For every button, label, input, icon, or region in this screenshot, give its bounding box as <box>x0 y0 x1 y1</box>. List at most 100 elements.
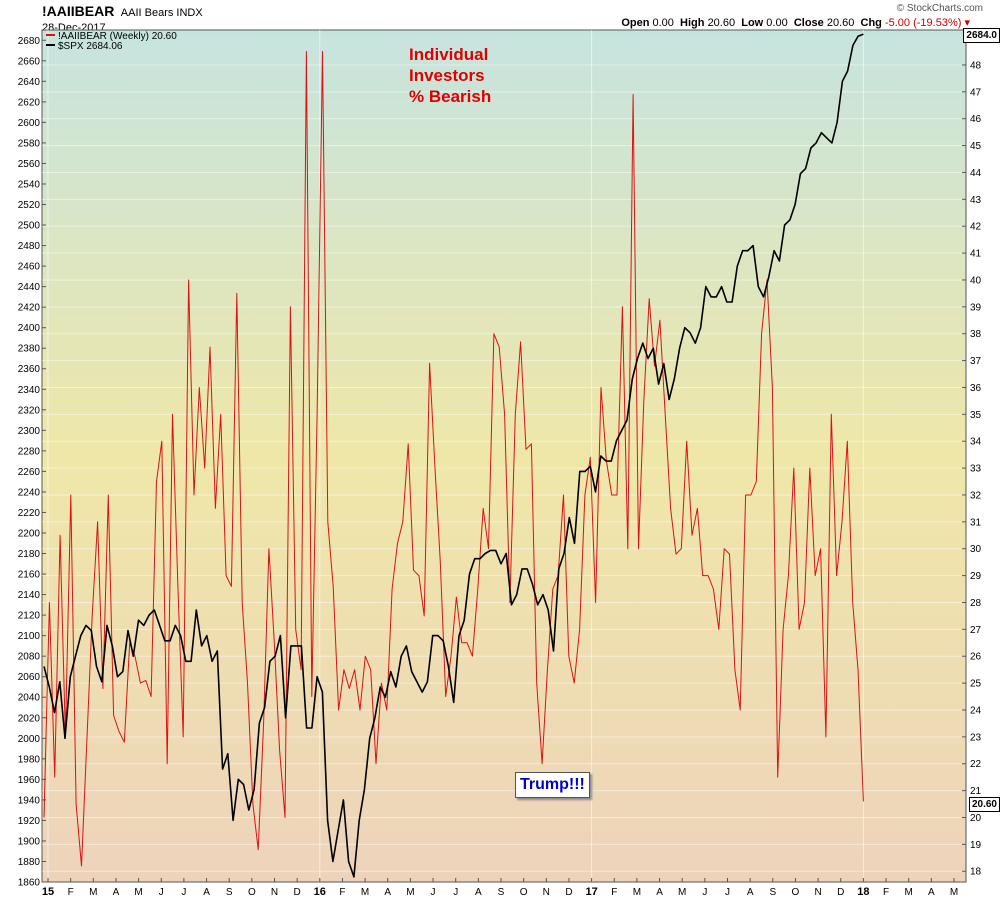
x-axis-month-label: F <box>339 887 345 898</box>
left-axis-tick-label: 1980 <box>18 754 41 765</box>
right-axis-tick-label: 48 <box>970 60 982 71</box>
legend-label-spx: $SPX 2684.06 <box>58 41 123 52</box>
legend-label-bear: !AAIIBEAR (Weekly) 20.60 <box>58 31 177 42</box>
left-axis-tick-label: 2560 <box>18 159 41 170</box>
x-axis-month-label: M <box>361 887 369 898</box>
chg-value: -5.00 (-19.53%) <box>884 17 962 29</box>
x-axis-month-label: A <box>928 887 935 898</box>
left-axis-tick-label: 1900 <box>18 836 41 847</box>
right-axis-tick-label: 26 <box>970 652 982 663</box>
x-axis-month-label: A <box>747 887 754 898</box>
right-axis-tick-label: 23 <box>970 732 982 743</box>
left-axis-tick-label: 2300 <box>18 426 41 437</box>
low-label: Low <box>741 17 764 29</box>
ticker-symbol: !AAIIBEAR <box>42 3 115 19</box>
left-axis-tick-label: 2420 <box>18 303 41 314</box>
x-axis-month-label: 17 <box>585 886 597 898</box>
left-axis-tick-label: 2360 <box>18 364 41 375</box>
x-axis-month-label: D <box>837 887 844 898</box>
right-axis-tick-label: 46 <box>970 114 982 125</box>
left-axis-tick-label: 2440 <box>18 282 41 293</box>
x-axis-month-label: 16 <box>314 886 326 898</box>
x-axis-month-label: A <box>656 887 663 898</box>
right-axis-tick-label: 44 <box>970 168 982 179</box>
right-axis-tick-label: 36 <box>970 383 982 394</box>
left-axis-tick-label: 2340 <box>18 385 41 396</box>
x-axis-month-label: M <box>406 887 414 898</box>
left-axis-tick-label: 2120 <box>18 611 41 622</box>
left-axis-tick-label: 2680 <box>18 36 41 47</box>
right-axis-tick-label: 18 <box>970 867 982 878</box>
left-axis-tick-label: 2020 <box>18 713 41 724</box>
right-axis-tick-label: 31 <box>970 517 982 528</box>
right-axis-tick-label: 35 <box>970 410 982 421</box>
right-axis-tick-label: 41 <box>970 249 982 260</box>
left-axis-tick-label: 2260 <box>18 467 41 478</box>
x-axis-month-label: D <box>565 887 572 898</box>
x-axis-month-label: 15 <box>42 886 54 898</box>
left-axis-tick-label: 2580 <box>18 138 41 149</box>
price-stats: Open 0.00 High 20.60 Low 0.00 Close 20.6… <box>621 16 970 29</box>
x-axis-month-label: A <box>113 887 120 898</box>
close-value: 20.60 <box>826 17 855 29</box>
left-axis-tick-label: 2200 <box>18 528 41 539</box>
x-axis-month-label: A <box>384 887 391 898</box>
right-axis-tick-label: 45 <box>970 141 982 152</box>
x-axis-month-label: M <box>678 887 686 898</box>
x-axis-month-label: N <box>543 887 550 898</box>
left-axis-tick-label: 2000 <box>18 734 41 745</box>
ticker-description: AAII Bears INDX <box>120 7 203 19</box>
series-line-spx <box>43 33 864 878</box>
x-axis-month-label: O <box>520 887 528 898</box>
x-axis-month-label: S <box>498 887 505 898</box>
x-axis-month-label: J <box>725 887 730 898</box>
left-axis-tick-label: 2400 <box>18 323 41 334</box>
left-axis-tick-label: 2480 <box>18 241 41 252</box>
series-line-aaii-bears <box>43 51 864 867</box>
right-axis-tick-label: 42 <box>970 222 982 233</box>
high-label: High <box>680 17 705 29</box>
left-axis-tick-label: 2060 <box>18 672 41 683</box>
left-axis-tick-label: 2280 <box>18 446 41 457</box>
legend: !AAIIBEAR (Weekly) 20.60 $SPX 2684.06 <box>46 31 177 52</box>
right-axis-tick-label: 37 <box>970 356 982 367</box>
left-axis-tick-label: 2540 <box>18 179 41 190</box>
left-axis-tick-label: 2140 <box>18 590 41 601</box>
trump-callout: Trump!!! <box>515 772 590 798</box>
right-axis-tick-label: 30 <box>970 544 982 555</box>
right-axis-tick-label: 32 <box>970 490 982 501</box>
x-axis-month-label: S <box>769 887 776 898</box>
right-axis-tick-label: 29 <box>970 571 982 582</box>
grid-layer <box>42 30 966 882</box>
x-axis-month-label: J <box>431 887 436 898</box>
chg-label: Chg <box>860 17 882 29</box>
left-axis-tick-label: 2620 <box>18 97 41 108</box>
right-axis: 18 19 20 21 22 23 24 25 26 27 28 29 30 31 32 33 34 35 36 37… <box>962 60 982 878</box>
left-axis-tick-label: 2040 <box>18 693 41 704</box>
left-axis-tick-label: 2080 <box>18 652 41 663</box>
right-axis-tick-label: 20 <box>970 813 982 824</box>
x-axis-month-label: M <box>950 887 958 898</box>
left-axis-tick-label: 1960 <box>18 775 41 786</box>
left-axis-tick-label: 2180 <box>18 549 41 560</box>
left-axis-tick-label: 2320 <box>18 405 41 416</box>
left-axis-tick-label: 2100 <box>18 631 41 642</box>
left-axis: 1860 1880 1900 1920 1940 1960 1980 2000 2020 2040… <box>18 36 46 889</box>
left-axis-tick-label: 2600 <box>18 118 41 129</box>
annotation-line-1: Individual <box>409 45 489 64</box>
right-axis-tick-label: 39 <box>970 302 982 313</box>
x-axis-month-label: D <box>294 887 301 898</box>
x-axis-month-label: M <box>905 887 913 898</box>
left-axis-tick-label: 2520 <box>18 200 41 211</box>
right-axis-tick-label: 21 <box>970 786 982 797</box>
left-axis-tick-label: 2240 <box>18 487 41 498</box>
x-axis-month-label: F <box>883 887 889 898</box>
open-value: 0.00 <box>652 17 674 29</box>
x-axis: 15 F M A M J J A S O N D 16 F M A M J J A S O N D 17 F M A M J J A S O N D 1… <box>42 878 958 898</box>
x-axis-month-label: M <box>89 887 97 898</box>
left-axis-tick-label: 2220 <box>18 508 41 519</box>
down-triangle-icon: ▾ <box>964 17 970 29</box>
x-axis-month-label: N <box>814 887 821 898</box>
right-axis-tick-label: 43 <box>970 195 982 206</box>
plot-background <box>41 29 967 883</box>
